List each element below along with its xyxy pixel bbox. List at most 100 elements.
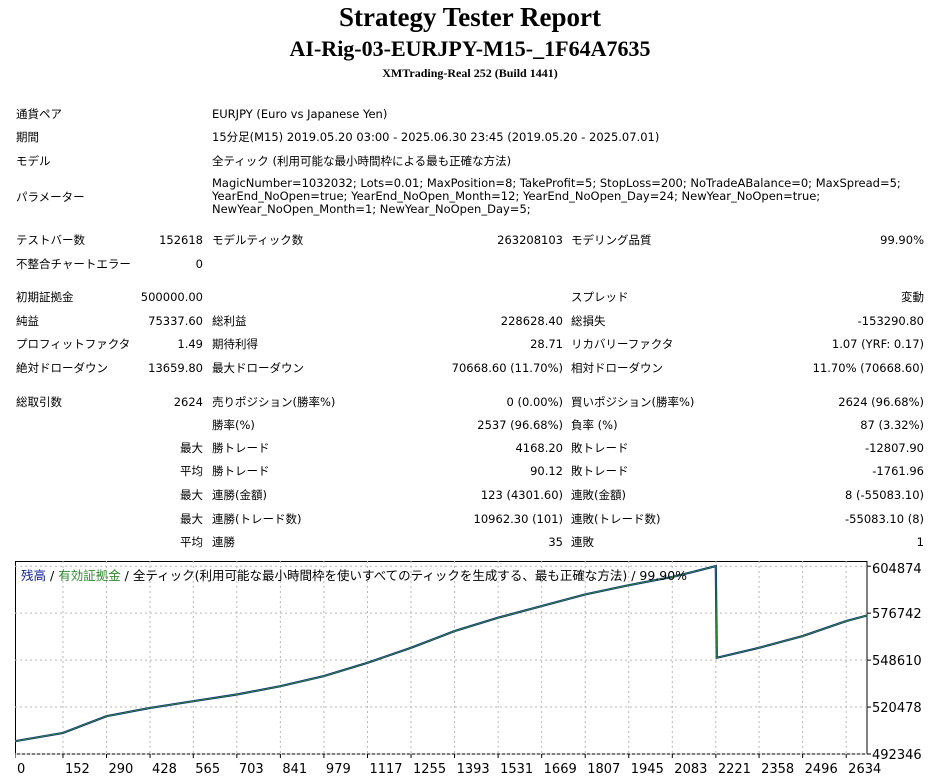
stat-max-dd: 70668.60 (11.70%)	[451, 361, 563, 375]
x-tick-label: 1393	[457, 762, 490, 776]
legend-balance: 残高	[21, 568, 47, 583]
stat-largest-win-label: 勝トレード	[212, 441, 270, 455]
data-point	[149, 707, 151, 709]
legend-equity: 有効証拠金	[58, 568, 121, 583]
data-point	[15, 740, 16, 743]
stat-mismatch-label: 不整合チャートエラー	[16, 257, 131, 271]
y-tick-label: 548610	[872, 654, 922, 669]
stat-trades: 2624	[173, 395, 203, 409]
stat-loss-pct: 87 (3.32%)	[860, 418, 924, 432]
stat-gross-profit: 228628.40	[500, 314, 563, 328]
x-tick-label: 0	[17, 762, 25, 776]
stat-expected-label: 期待利得	[212, 337, 258, 351]
stat-long: 2624 (96.68%)	[838, 395, 924, 409]
x-tick-label: 1531	[500, 762, 533, 776]
stat-avg-consec-loss: 1	[916, 535, 924, 549]
stat-max-consec-win: 123 (4301.60)	[480, 488, 563, 502]
stat-trades-label: 総取引数	[16, 395, 62, 409]
symbol-label: 通貨ペア	[16, 107, 62, 121]
stat-gross-profit-label: 総利益	[212, 314, 247, 328]
stat-ticks: 263208103	[497, 233, 563, 247]
x-tick-label: 1807	[587, 762, 620, 776]
stat-avg-word: 平均	[180, 464, 203, 478]
x-tick-label: 290	[109, 762, 134, 776]
server-info: XMTrading-Real 252 (Build 1441)	[382, 66, 558, 80]
stat-recovery: 1.07 (YRF: 0.17)	[831, 337, 924, 351]
expert-name: AI-Rig-03-EURJPY-M15-_1F64A7635	[289, 36, 651, 61]
stat-max-word: 最大	[180, 441, 203, 455]
stat-avg-consec-win-label: 連勝	[212, 535, 235, 549]
x-tick-label: 1945	[631, 762, 664, 776]
stat-pf: 1.49	[177, 337, 203, 351]
stat-deposit: 500000.00	[140, 290, 203, 304]
symbol-value: EURJPY (Euro vs Japanese Yen)	[212, 107, 388, 121]
report-title: Strategy Tester Report	[339, 2, 601, 32]
stat-short: 0 (0.00%)	[506, 395, 563, 409]
data-point	[540, 605, 543, 607]
stat-avg-win: 90.12	[530, 464, 563, 478]
stat-max-dd-label: 最大ドローダウン	[212, 361, 304, 375]
data-point	[845, 620, 847, 622]
model-value: 全ティック (利用可能な最小時間枠による最も正確な方法)	[212, 154, 512, 168]
x-tick-label: 2221	[718, 762, 751, 776]
model-label: モデル	[16, 154, 51, 168]
params-line: YearEnd_NoOpen=true; YearEnd_NoOpen_Mont…	[212, 189, 821, 203]
stat-rel-dd: 11.70% (70668.60)	[812, 361, 924, 375]
stat-max-consec-loss: 8 (-55083.10)	[845, 488, 924, 502]
stat-largest-win: 4168.20	[515, 441, 563, 455]
params-line: MagicNumber=1032032; Lots=0.01; MaxPosit…	[212, 176, 901, 190]
legend-model-info: / 全ティック(利用可能な最小時間枠を使いすべてのティックを生成する、最も正確な…	[120, 568, 688, 583]
stat-long-label: 買いポジション(勝率%)	[571, 395, 695, 409]
stat-avg-consec-loss-label: 連敗	[571, 535, 594, 549]
stat-spread-label: スプレッド	[571, 290, 629, 304]
data-point	[236, 693, 238, 696]
x-tick-label: 428	[152, 762, 177, 776]
stat-avg-loss-label: 敗トレード	[571, 464, 629, 478]
params-label: パラメーター	[16, 190, 85, 204]
x-tick-label: 1117	[369, 762, 402, 776]
stat-max-consec-win-label: 連勝(金額)	[212, 488, 267, 502]
stat-mismatch: 0	[195, 257, 203, 271]
stat-max-consec-loss-label: 連敗(金額)	[571, 488, 626, 502]
stat-win-pct-label: 勝率(%)	[212, 418, 255, 432]
data-point	[627, 584, 630, 586]
stat-deposit-label: 初期証拠金	[16, 290, 74, 304]
stat-quality: 99.90%	[880, 233, 924, 247]
data-point	[758, 646, 760, 649]
y-tick-label: 520478	[872, 701, 922, 716]
data-point	[866, 614, 868, 617]
data-point	[715, 565, 717, 567]
stat-net: 75337.60	[148, 314, 203, 328]
plot-area	[15, 561, 868, 755]
stat-max-word: 最大	[180, 512, 203, 526]
data-point	[497, 616, 499, 619]
stat-max-consec-lossamt-label: 連敗(トレード数)	[571, 512, 661, 526]
stat-max-consec-profit: 10962.30 (101)	[473, 512, 563, 526]
stat-gross-loss-label: 総損失	[571, 314, 606, 328]
stat-avg-loss: -1761.96	[872, 464, 924, 478]
stat-max-consec-profit-label: 連勝(トレード数)	[212, 512, 302, 526]
data-point	[410, 646, 412, 649]
chart-legend: 残高 / 有効証拠金 / 全ティック(利用可能な最小時間枠を使いすべてのティック…	[21, 565, 687, 584]
x-tick-label: 2358	[761, 762, 794, 776]
y-tick-label: 576742	[872, 607, 922, 622]
stat-recovery-label: リカバリーファクタ	[571, 337, 674, 351]
stat-max-consec-lossamt: -55083.10 (8)	[845, 512, 924, 526]
data-point	[715, 656, 718, 659]
x-tick-label: 2634	[848, 762, 881, 776]
x-tick-label: 2496	[805, 762, 838, 776]
stat-net-label: 純益	[16, 314, 39, 328]
stat-quality-label: モデリング品質	[571, 233, 652, 247]
stat-abs-dd: 13659.80	[148, 361, 203, 375]
stat-short-label: 売りポジション(勝率%)	[212, 395, 336, 409]
params-line: NewYear_NoOpen_Month=1; NewYear_NoOpen_D…	[212, 202, 531, 216]
x-tick-label: 565	[195, 762, 220, 776]
data-point	[279, 685, 282, 687]
x-tick-label: 152	[65, 762, 90, 776]
data-point	[453, 630, 456, 632]
stat-win-pct: 2537 (96.68%)	[477, 418, 563, 432]
x-tick-label: 2083	[674, 762, 707, 776]
data-point	[366, 661, 369, 664]
data-point	[192, 700, 195, 702]
stat-avg-consec-win: 35	[548, 535, 563, 549]
